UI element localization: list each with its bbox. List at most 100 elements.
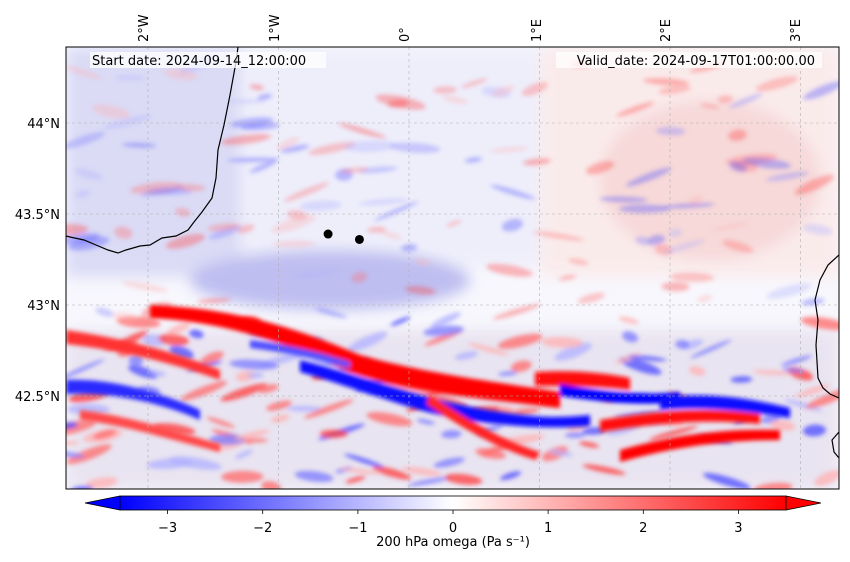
omega-texture-cell xyxy=(229,359,279,370)
omega-texture-cell xyxy=(237,224,255,234)
omega-texture-cell xyxy=(492,303,541,320)
omega-texture-cell xyxy=(568,258,589,265)
omega-texture-cell xyxy=(283,182,330,202)
omega-texture-cell xyxy=(66,441,80,446)
omega-texture-cell xyxy=(401,466,442,476)
colorbar-tick-label: 2 xyxy=(639,521,647,536)
omega-texture-cell xyxy=(315,307,348,318)
omega-texture-cell xyxy=(358,166,398,174)
omega-texture-cell xyxy=(766,283,812,299)
map-header: Start date: 2024-09-14_12:00:00 Valid_da… xyxy=(90,52,822,69)
latitude-labels: 44°N 43.5°N 43°N 42.5°N xyxy=(15,117,60,405)
omega-texture-cell xyxy=(687,196,704,205)
omega-texture-cell xyxy=(541,336,583,348)
omega-texture-cell xyxy=(713,222,749,231)
omega-texture-cell xyxy=(66,422,78,429)
omega-texture-cell xyxy=(389,142,441,153)
omega-texture-cell xyxy=(521,82,548,96)
omega-texture-cell xyxy=(270,414,290,423)
omega-texture-cell xyxy=(728,161,748,172)
omega-texture-cell xyxy=(66,358,105,382)
omega-texture-cell xyxy=(93,429,117,440)
omega-texture-cell xyxy=(339,467,380,475)
lat-tick-label: 42.5°N xyxy=(15,390,60,405)
omega-texture-cell xyxy=(500,471,522,481)
omega-texture-cell xyxy=(91,104,131,119)
omega-field xyxy=(66,47,839,489)
omega-texture-cell xyxy=(197,298,231,304)
graticule xyxy=(66,47,839,489)
omega-texture-cell xyxy=(444,473,483,485)
omega-texture-cell xyxy=(247,372,264,379)
omega-texture-cell xyxy=(647,234,665,246)
omega-texture-cell xyxy=(266,400,292,411)
omega-texture-cell xyxy=(801,298,825,306)
omega-texture-cell xyxy=(407,476,452,487)
omega-texture-cell xyxy=(294,470,334,483)
omega-texture-cell xyxy=(781,355,812,367)
valid-date-label: Valid_date: 2024-09-17T01:00:00.00 xyxy=(577,54,815,69)
omega-texture-cell xyxy=(158,333,190,346)
omega-texture-cell xyxy=(467,342,510,356)
colorbar: −3 −2 −1 0 1 2 3 200 hPa omega (Pa s⁻¹) xyxy=(84,495,822,550)
omega-texture-cell xyxy=(189,329,204,339)
omega-texture-cell xyxy=(675,339,690,349)
omega-texture-cell xyxy=(200,351,224,365)
omega-texture-cell xyxy=(730,376,753,383)
omega-texture-cell xyxy=(803,424,826,437)
omega-texture-cell xyxy=(489,146,529,153)
omega-texture-cell xyxy=(794,174,834,195)
lon-tick-label: 2°E xyxy=(659,19,674,42)
omega-texture-cell xyxy=(234,429,270,441)
omega-texture-cell xyxy=(728,129,747,141)
omega-texture-cell xyxy=(742,157,791,169)
omega-texture-cell xyxy=(722,239,754,253)
colorbar-tick-label: −2 xyxy=(253,521,272,536)
omega-texture-cell xyxy=(548,449,573,457)
omega-texture-cell xyxy=(343,140,397,153)
omega-texture-cell xyxy=(345,476,366,484)
omega-texture-cell xyxy=(728,93,763,109)
map-frame xyxy=(65,46,840,490)
omega-texture-cell xyxy=(374,201,419,221)
omega-texture-cell xyxy=(625,167,672,187)
omega-texture-cell xyxy=(209,434,246,445)
omega-texture-cell xyxy=(257,93,272,101)
station-markers xyxy=(323,229,364,244)
omega-texture-cell xyxy=(220,134,272,145)
jet-bands xyxy=(66,305,790,462)
omega-texture-cell xyxy=(643,78,690,86)
omega-texture-cell xyxy=(66,131,106,149)
colorbar-tick-label: −1 xyxy=(348,521,367,536)
omega-texture-cell xyxy=(770,420,796,431)
lon-tick-label: 1°W xyxy=(268,14,283,42)
omega-texture-cell xyxy=(280,144,310,153)
omega-texture-cell xyxy=(378,229,403,240)
omega-texture-cell xyxy=(486,263,533,277)
omega-texture-cell xyxy=(670,272,714,282)
omega-texture-cell xyxy=(276,137,300,150)
coastline xyxy=(66,47,839,459)
omega-texture-cell xyxy=(206,416,236,428)
omega-texture-cell xyxy=(618,316,639,324)
omega-texture-cell xyxy=(661,282,690,292)
colorbar-tick-label: −3 xyxy=(158,521,177,536)
lat-tick-label: 44°N xyxy=(27,117,60,132)
omega-texture-cell xyxy=(121,281,169,293)
omega-texture-cell xyxy=(405,285,436,295)
omega-texture-cell xyxy=(227,157,280,163)
omega-texture-cell xyxy=(249,160,277,173)
station-marker xyxy=(354,234,364,244)
omega-texture-cell xyxy=(207,223,240,232)
omega-texture-cell xyxy=(582,464,626,475)
omega-texture-cell xyxy=(375,94,426,110)
omega-texture-cell xyxy=(689,366,706,376)
lon-tick-label: 2°W xyxy=(137,14,152,42)
omega-texture-cell xyxy=(415,258,431,266)
omega-texture-cell xyxy=(582,427,606,435)
omega-texture-cell xyxy=(649,425,698,441)
omega-texture-cell xyxy=(510,360,532,373)
omega-texture-cell xyxy=(271,214,317,233)
omega-texture-cell xyxy=(755,76,799,92)
